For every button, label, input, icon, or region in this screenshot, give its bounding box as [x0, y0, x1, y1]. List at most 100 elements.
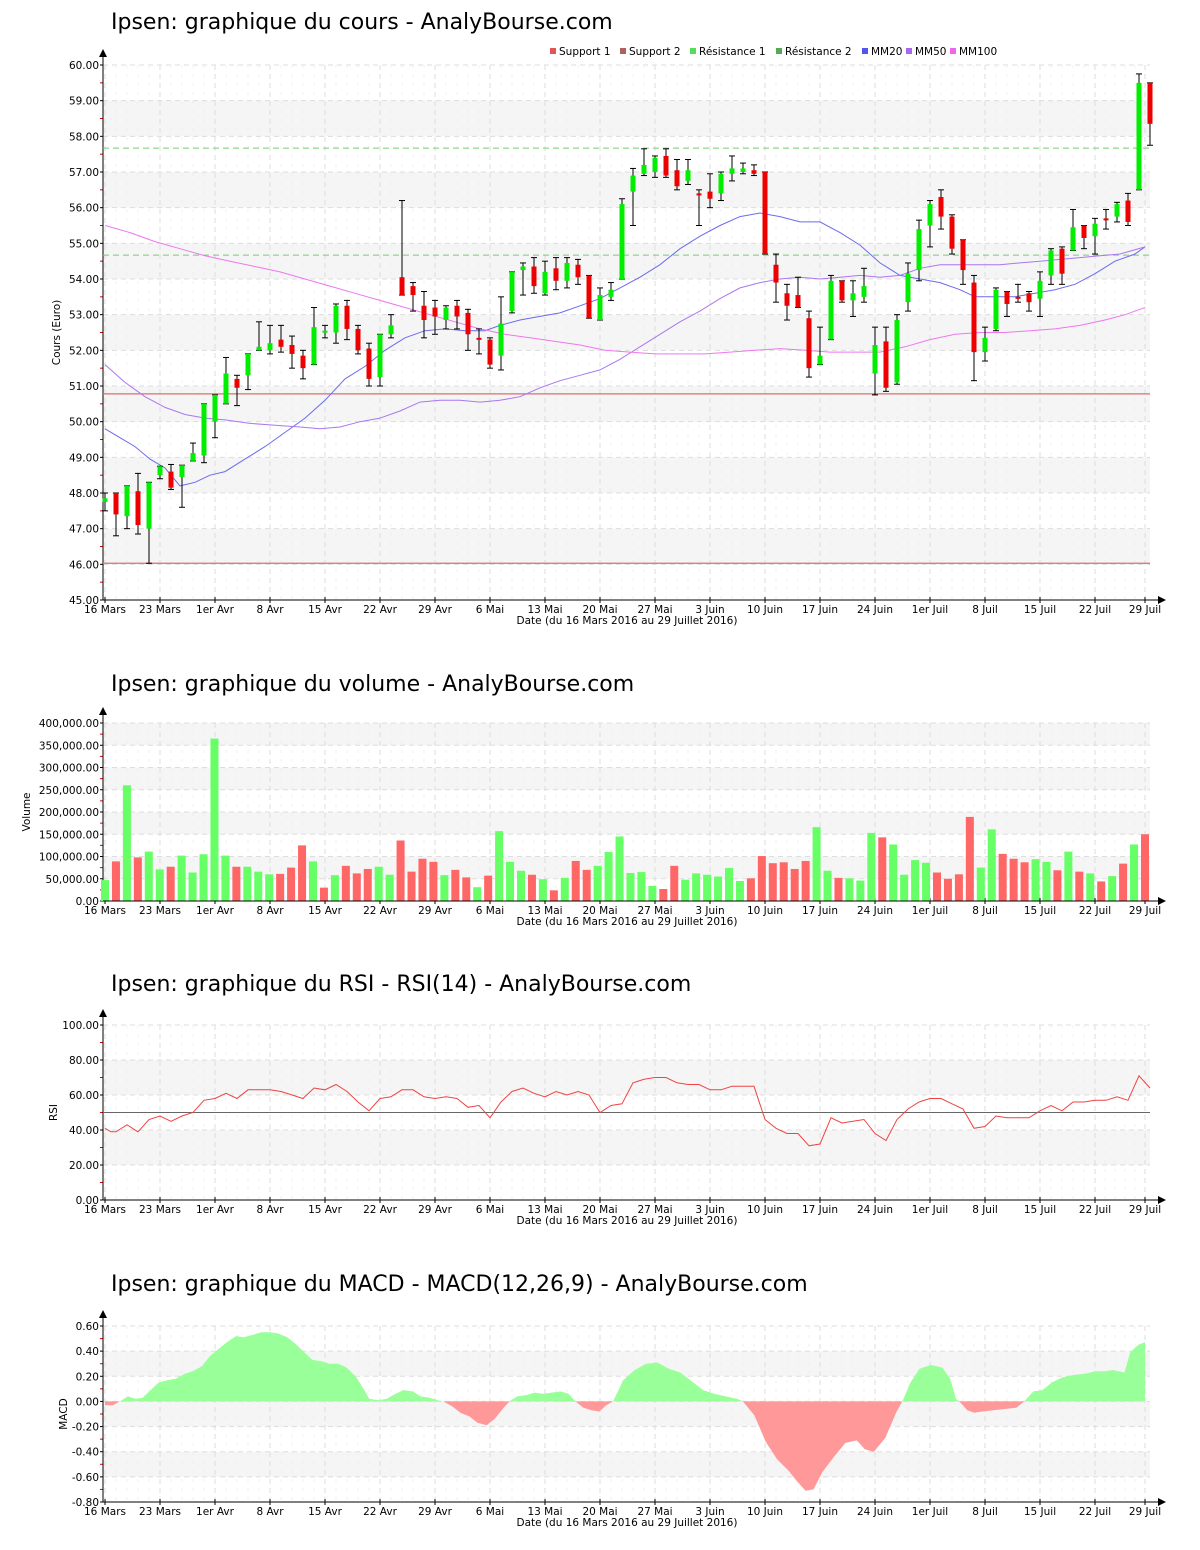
- volume-bar-down: [396, 840, 405, 901]
- volume-bar-down: [943, 878, 952, 901]
- y-tick-label: 60.00: [69, 1090, 99, 1102]
- x-tick-label: 15 Avr: [308, 604, 342, 616]
- x-tick-label: 8 Avr: [256, 1204, 284, 1216]
- candle-down: [355, 328, 361, 351]
- x-tick-label: 16 Mars: [84, 905, 126, 917]
- grid-band: [103, 100, 1150, 137]
- legend-label: Support 2: [629, 46, 681, 58]
- volume-bar-up: [374, 866, 383, 901]
- volume-bar-up: [254, 871, 263, 901]
- legend-label: MM50: [915, 46, 946, 58]
- volume-chart-title: Ipsen: graphique du volume - AnalyBourse…: [111, 672, 635, 697]
- volume-bar-up: [177, 855, 186, 901]
- candle-down: [421, 305, 427, 321]
- x-tick-label: 6 Mai: [476, 905, 504, 917]
- x-axis-label: Date (du 16 Mars 2016 au 29 Juillet 2016…: [517, 615, 738, 627]
- candle-up: [443, 307, 449, 321]
- x-tick-label: 1er Avr: [196, 1204, 235, 1216]
- candle-down: [674, 170, 680, 187]
- x-tick-label: 10 Juin: [747, 604, 783, 616]
- x-axis-label: Date (du 16 Mars 2016 au 29 Juillet 2016…: [517, 1215, 738, 1227]
- price-chart-plot: 45.00 46.00 47.00 48.00 49.00 50.00 51.00 52.00…: [51, 46, 1166, 627]
- x-tick-label: 23 Mars: [139, 905, 181, 917]
- candle-up: [982, 337, 988, 353]
- y-tick-label: 50,000.00: [46, 874, 99, 886]
- x-tick-label: 15 Juil: [1024, 1204, 1056, 1216]
- candle-up: [1092, 223, 1098, 237]
- candle-up: [630, 175, 636, 192]
- x-tick-label: 20 Mai: [582, 1204, 617, 1216]
- y-tick-label: 400,000.00: [39, 718, 99, 730]
- y-tick-label: 46.00: [69, 559, 99, 571]
- x-tick-label: 15 Juil: [1024, 1506, 1056, 1518]
- volume-bar-up: [889, 844, 898, 901]
- x-tick-label: 3 Juin: [695, 1506, 724, 1518]
- x-tick-label: 22 Avr: [363, 604, 397, 616]
- volume-chart: Ipsen: graphique du volume - AnalyBourse…: [0, 640, 1200, 940]
- y-tick-label: 250,000.00: [39, 785, 99, 797]
- x-tick-label: 15 Juil: [1024, 604, 1056, 616]
- volume-bar-up: [265, 874, 274, 901]
- y-tick-label: 52.00: [69, 345, 99, 357]
- candle-down: [795, 295, 801, 308]
- volume-bar-up: [1064, 851, 1073, 901]
- volume-bar-up: [637, 872, 646, 901]
- grid-band: [103, 528, 1150, 565]
- candle-up: [905, 273, 911, 303]
- candle-up: [740, 168, 746, 172]
- candle-up: [223, 373, 229, 404]
- y-tick-label: 47.00: [69, 524, 99, 536]
- volume-bar-down: [1097, 881, 1106, 901]
- candle-down: [960, 239, 966, 271]
- x-tick-label: 16 Mars: [84, 1204, 126, 1216]
- volume-bar-down: [954, 874, 963, 901]
- volume-bar-down: [790, 868, 799, 901]
- x-tick-label: 6 Mai: [476, 1204, 504, 1216]
- candle-down: [586, 275, 592, 319]
- volume-bar-up: [812, 827, 821, 901]
- rsi-chart: Ipsen: graphique du RSI - RSI(14) - Anal…: [0, 940, 1200, 1240]
- y-tick-label: 100,000.00: [39, 852, 99, 864]
- x-tick-label: 3 Juin: [695, 1204, 724, 1216]
- candle-up: [322, 330, 328, 333]
- grid-band: [103, 1451, 1150, 1477]
- volume-bar-up: [440, 875, 449, 901]
- x-tick-label: 8 Juil: [972, 905, 998, 917]
- rsi-chart-plot: 0.00 20.00 40.00 60.00 80.00 100.00 16 Mars 23 …: [48, 1009, 1166, 1227]
- volume-bar-up: [987, 829, 996, 901]
- grid-band: [103, 812, 1150, 835]
- candle-up: [146, 482, 152, 529]
- volume-bar-down: [166, 866, 175, 901]
- candle-up: [685, 170, 691, 181]
- x-tick-label: 13 Mai: [527, 604, 562, 616]
- x-tick-label: 1er Avr: [196, 1506, 235, 1518]
- x-tick-label: 16 Mars: [84, 604, 126, 616]
- x-tick-label: 29 Avr: [418, 1204, 452, 1216]
- volume-bar-up: [538, 879, 547, 901]
- x-tick-label: 13 Mai: [527, 1506, 562, 1518]
- candle-up: [1136, 82, 1142, 190]
- candle-up: [872, 344, 878, 374]
- y-tick-label: 0.00: [76, 1396, 99, 1408]
- x-tick-label: 29 Avr: [418, 905, 452, 917]
- y-tick-label: 60.00: [69, 60, 99, 72]
- x-tick-label: 24 Juin: [857, 604, 893, 616]
- y-axis-label: RSI: [48, 1104, 60, 1121]
- volume-bar-down: [111, 861, 120, 901]
- x-axis-label: Date (du 16 Mars 2016 au 29 Juillet 2016…: [517, 916, 738, 928]
- candle-up: [388, 325, 394, 335]
- x-tick-label: 8 Juil: [972, 1204, 998, 1216]
- y-axis-label: MACD: [58, 1398, 70, 1429]
- x-tick-label: 22 Juil: [1079, 1506, 1111, 1518]
- candle-up: [894, 320, 900, 383]
- candle-down: [168, 471, 174, 488]
- x-tick-label: 15 Avr: [308, 1506, 342, 1518]
- y-tick-label: 80.00: [69, 1055, 99, 1067]
- x-tick-label: 8 Juil: [972, 604, 998, 616]
- volume-bar-up: [900, 874, 909, 901]
- volume-bar-up: [385, 874, 394, 901]
- volume-bar-up: [735, 880, 744, 901]
- candle-down: [289, 344, 295, 354]
- legend-swatch-icon: [950, 48, 956, 54]
- y-tick-label: 0.00: [76, 896, 99, 908]
